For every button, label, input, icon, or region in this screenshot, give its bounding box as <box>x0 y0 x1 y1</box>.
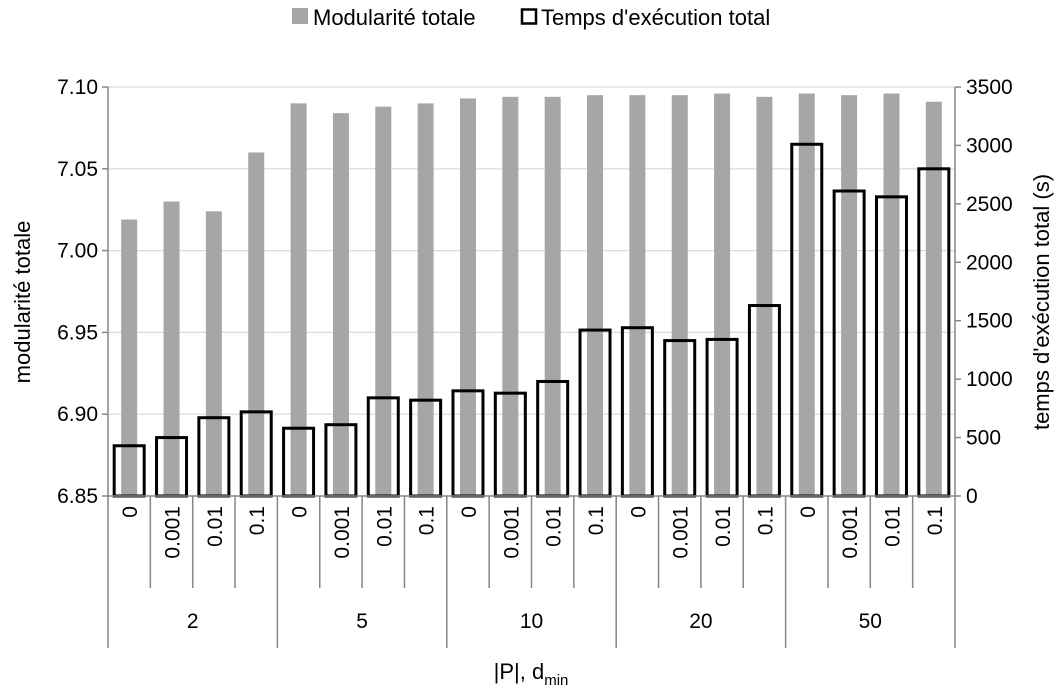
y-left-tick-label: 6.90 <box>57 403 98 426</box>
y-right-tick-label: 3000 <box>966 134 1013 157</box>
bars-temps <box>112 142 951 498</box>
x-subcategory-label: 0.01 <box>712 506 735 547</box>
bar-modularite <box>332 113 349 497</box>
y-left-tick-label: 6.95 <box>57 321 98 344</box>
axes <box>107 87 956 497</box>
x-subcategory-label: 0.001 <box>500 506 523 559</box>
x-subcategory-label: 0 <box>627 506 650 518</box>
bar-modularite <box>883 93 900 496</box>
bar-modularite <box>925 101 942 496</box>
x-group-label: 2 <box>187 610 199 633</box>
legend-label-temps: Temps d'exécution total <box>541 5 770 30</box>
bar-modularite <box>671 95 688 497</box>
x-subcategory-label: 0.001 <box>839 506 862 559</box>
x-subcategory-label: 0.001 <box>162 506 185 559</box>
x-group-label: 50 <box>859 610 882 633</box>
x-subcategory-label: 0.01 <box>881 506 904 547</box>
x-subcategory-label: 0.1 <box>585 506 608 535</box>
bar-modularite <box>375 106 392 497</box>
y-right-tick-label: 3500 <box>966 76 1013 99</box>
x-subcategory-label: 0.1 <box>416 506 439 535</box>
y-right-tick-label: 1500 <box>966 310 1013 333</box>
y-right-axis-title: temps d'exécution total (s) <box>1029 174 1054 430</box>
bars-modularite <box>121 93 942 497</box>
x-axis-title-sub: min <box>544 672 568 688</box>
x-subcategory-label: 0.01 <box>204 506 227 547</box>
y-right-tick-label: 0 <box>966 485 978 508</box>
x-subcategory-label: 0.001 <box>331 506 354 559</box>
x-subcategory-label: 0 <box>289 506 312 518</box>
x-subcategory-label: 0.01 <box>543 506 566 547</box>
bar-modularite <box>417 103 434 497</box>
y-left-tick-label: 7.10 <box>57 76 98 99</box>
x-group-label: 10 <box>520 610 543 633</box>
x-group-label: 20 <box>689 610 712 633</box>
gridlines <box>108 86 955 415</box>
y-right-tick-label: 2500 <box>966 193 1013 216</box>
legend-swatch-modularite <box>292 8 308 24</box>
x-subcategory-label: 0 <box>797 506 820 518</box>
x-subcategory-label: 0 <box>458 506 481 518</box>
y-left-axis-title: modularité totale <box>10 221 35 384</box>
x-axis-labels: 0 0.001 0.01 0.1 0 0.001 0.01 0.1 0 0.001 0.01 0.1 0… <box>107 496 956 648</box>
x-axis-title: |P|, dmin <box>494 659 569 688</box>
legend-swatch-temps <box>520 8 538 25</box>
bar-modularite <box>248 152 265 496</box>
bar-modularite <box>163 201 180 496</box>
bar-modularite <box>714 93 731 496</box>
bar-modularite <box>502 96 519 496</box>
bar-modularite <box>205 211 222 496</box>
bar-modularite <box>629 95 646 497</box>
y-right-tick-label: 500 <box>966 427 1001 450</box>
bar-modularite <box>587 95 604 497</box>
bar-modularite <box>544 96 561 496</box>
y-left-tick-label: 6.85 <box>57 485 98 508</box>
y-right-tick-label: 1000 <box>966 368 1013 391</box>
bar-modularite <box>798 93 815 496</box>
y-right-ticks: 0 500 1000 1500 2000 2500 3000 3500 <box>955 76 1013 508</box>
y-right-tick-label: 2000 <box>966 251 1013 274</box>
y-left-ticks: 6.85 6.90 6.95 7.00 7.05 7.10 <box>57 76 108 508</box>
x-subcategory-label: 0.1 <box>924 506 947 535</box>
bar-modularite <box>121 219 138 497</box>
x-axis-title-main: |P|, d <box>494 659 545 684</box>
x-subcategory-label: 0 <box>119 506 142 518</box>
x-group-label: 5 <box>356 610 368 633</box>
y-left-tick-label: 7.05 <box>57 158 98 181</box>
bar-modularite <box>459 98 476 497</box>
x-subcategory-label: 0.01 <box>373 506 396 547</box>
x-subcategory-label: 0.1 <box>754 506 777 535</box>
x-subcategory-label: 0.001 <box>670 506 693 559</box>
bar-modularite <box>756 96 773 496</box>
x-subcategory-label: 0.1 <box>246 506 269 535</box>
y-left-tick-label: 7.00 <box>57 240 98 263</box>
legend: Modularité totale Temps d'exécution tota… <box>292 5 770 30</box>
bar-modularite <box>290 103 307 497</box>
legend-label-modularite: Modularité totale <box>313 5 476 30</box>
bar-modularite <box>841 95 858 497</box>
